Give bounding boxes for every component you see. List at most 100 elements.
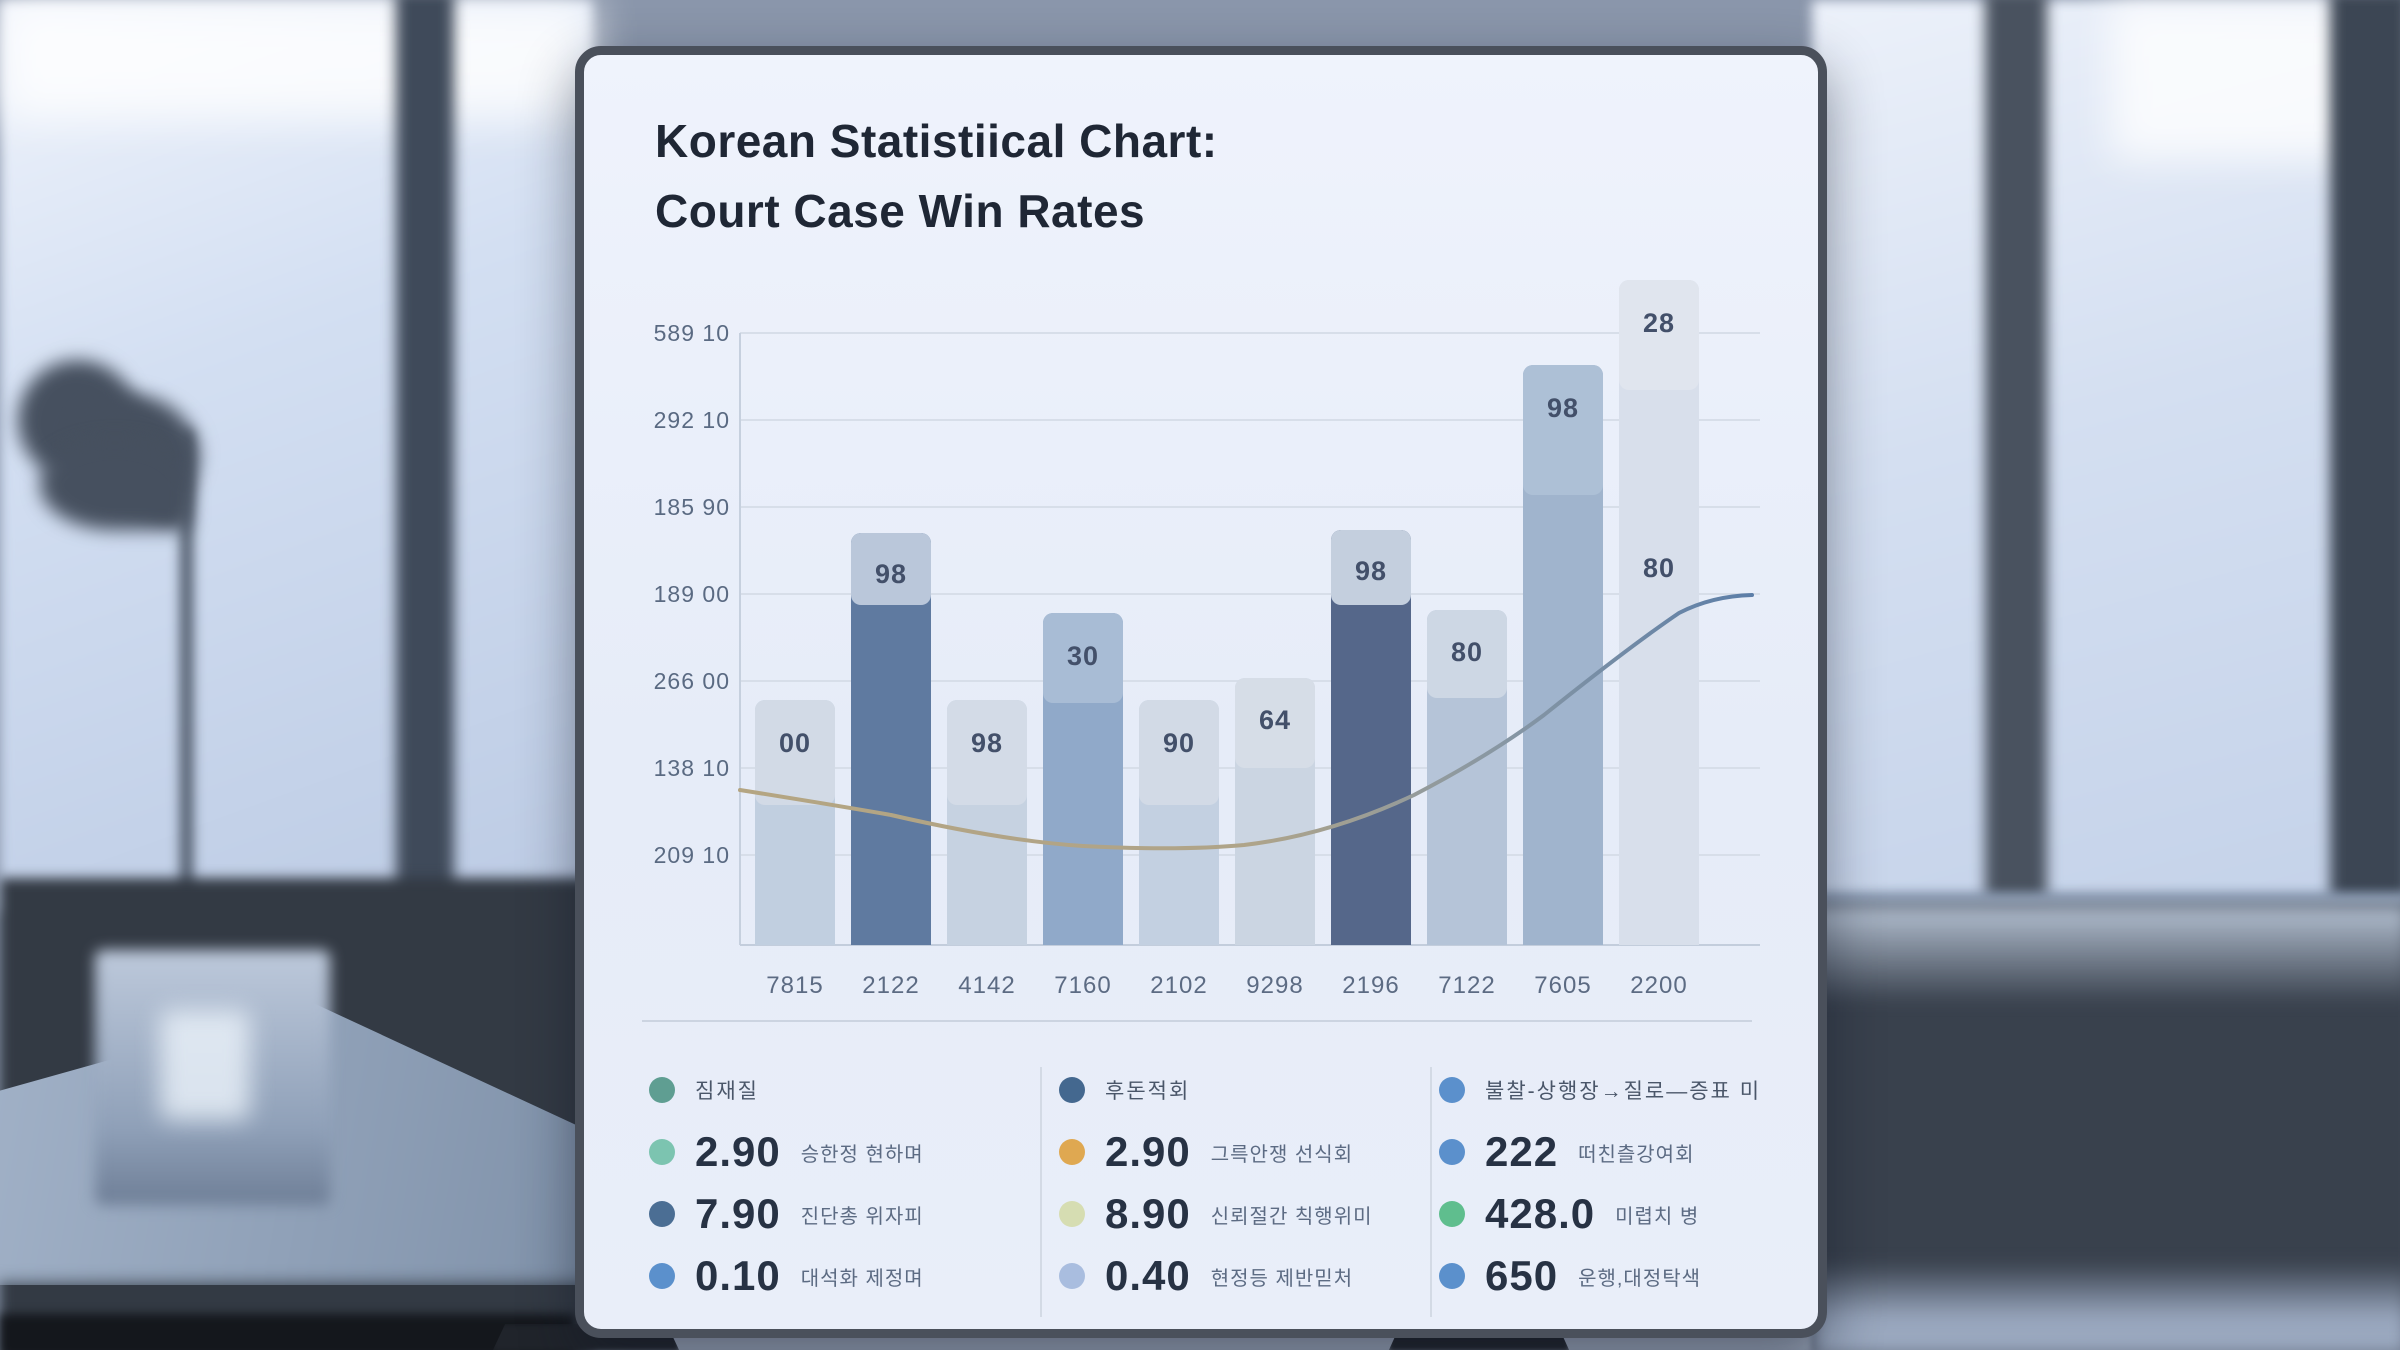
chart-title: Korean Statistiical Chart: Court Case Wi…: [655, 107, 1218, 247]
x-tick-label: 2200: [1630, 972, 1687, 999]
x-tick-label: 4142: [958, 972, 1015, 999]
legend-label: 현정등 제반믿처: [1210, 1267, 1354, 1290]
window-left-glow: [0, 0, 592, 120]
legend-dot-icon: [1439, 1139, 1465, 1165]
legend-value: 8.90: [1105, 1190, 1191, 1237]
legend-label: 그륵안쟁 선식회: [1210, 1143, 1354, 1166]
legend-dot-icon: [649, 1077, 675, 1103]
legend-header-label: 불찰-상행장→질로—증표 미: [1485, 1080, 1762, 1103]
y-tick-label: 138 10: [654, 755, 730, 781]
bar: [755, 700, 835, 945]
bar-value-label: 98: [971, 728, 1003, 758]
bar-value-label: 80: [1451, 637, 1483, 667]
legend-label: 진단총 위자피: [800, 1205, 924, 1228]
desk-right-highlight: [1810, 904, 2400, 1004]
x-tick-label: 7815: [766, 972, 823, 999]
x-axis-labels: 7815 2122 4142 7160 2102 9298 2196 7122 …: [766, 972, 1687, 999]
y-tick-label: 209 10: [654, 842, 730, 868]
bar: [851, 533, 931, 945]
legend-value: 2.90: [695, 1128, 781, 1175]
bar-chart: 589 10 292 10 185 90 189 00 266 00 138 1…: [654, 280, 1760, 999]
legend-header: 후돈적회: [1059, 1066, 1190, 1114]
bar: [1235, 678, 1315, 945]
plant-silhouette: [40, 440, 190, 530]
legend-header: 짐재질: [649, 1066, 759, 1114]
y-tick-label: 189 00: [654, 581, 730, 607]
bar-value-label: 28: [1643, 308, 1675, 338]
legend-value: 0.40: [1105, 1252, 1191, 1299]
legend-item: 0.10 대석화 제정며: [649, 1252, 924, 1300]
chart-title-line2: Court Case Win Rates: [655, 184, 1146, 237]
bar: [1523, 365, 1603, 945]
x-tick-label: 7122: [1438, 972, 1495, 999]
legend-divider: [1430, 1067, 1432, 1317]
legend-value: 7.90: [695, 1190, 781, 1237]
legend-item: 7.90 진단총 위자피: [649, 1190, 924, 1238]
glass-cube-highlight: [160, 1010, 250, 1120]
bar: [1331, 530, 1411, 945]
legend-label: 운행,대정탁색: [1578, 1267, 1702, 1290]
chart-title-line1: Korean Statistiical Chart:: [655, 115, 1218, 167]
legend-dot-icon: [1059, 1139, 1085, 1165]
bar: [1619, 280, 1699, 945]
x-tick-label: 2102: [1150, 972, 1207, 999]
legend-dot-icon: [1059, 1263, 1085, 1289]
chart-board: Korean Statistiical Chart: Court Case Wi…: [575, 46, 1827, 1338]
legend-dot-icon: [1059, 1077, 1085, 1103]
lamp-pole: [180, 430, 193, 900]
x-tick-label: 7160: [1054, 972, 1111, 999]
trend-line: [738, 593, 1754, 851]
bar-value-label: 98: [875, 559, 907, 589]
legend-item: 2.90 승한정 현하며: [649, 1128, 924, 1176]
y-axis-labels: 589 10 292 10 185 90 189 00 266 00 138 1…: [654, 320, 730, 868]
legend-value: 650: [1485, 1252, 1559, 1299]
legend-item: 2.90 그륵안쟁 선식회: [1059, 1128, 1353, 1176]
legend-value: 222: [1485, 1128, 1559, 1175]
legend-dot-icon: [1059, 1201, 1085, 1227]
x-tick-label: 9298: [1246, 972, 1303, 999]
bar-value-label: 30: [1067, 641, 1099, 671]
legend-item: 8.90 신뢰절간 칙행위미: [1059, 1190, 1373, 1238]
legend-value: 2.90: [1105, 1128, 1191, 1175]
bar: [1427, 610, 1507, 945]
bar-value-label: 90: [1163, 728, 1195, 758]
bar: [947, 700, 1027, 945]
legend-dot-icon: [649, 1263, 675, 1289]
x-tick-label: 2122: [862, 972, 919, 999]
legend-dot-icon: [649, 1139, 675, 1165]
bar: [1139, 700, 1219, 945]
legend-header-label: 짐재질: [695, 1080, 759, 1103]
legend-header: 불찰-상행장→질로—증표 미: [1439, 1066, 1761, 1114]
legend-header-label: 후돈적회: [1105, 1080, 1191, 1103]
bar-value-label: 98: [1547, 393, 1579, 423]
legend-item: 650 운행,대정탁색: [1439, 1252, 1701, 1300]
legend-dot-icon: [1439, 1201, 1465, 1227]
legend-item: 428.0 미렵치 병: [1439, 1190, 1699, 1238]
bar-value-label: 64: [1259, 705, 1291, 735]
legend-label: 떠친츨강여회: [1578, 1143, 1695, 1166]
bar-secondary-label: 80: [1643, 553, 1675, 583]
y-tick-label: 185 90: [654, 494, 730, 520]
legend-label: 신뢰절간 칙행위미: [1210, 1205, 1373, 1228]
desk-edge-shadow: [0, 1314, 575, 1350]
bar-value-label: 00: [779, 728, 811, 758]
bar-value-label: 98: [1355, 556, 1387, 586]
legend-dot-icon: [1439, 1077, 1465, 1103]
window-mullion-right: [1985, 0, 2047, 925]
window-mullion-left: [396, 0, 454, 920]
y-tick-label: 292 10: [654, 407, 730, 433]
legend-value: 428.0: [1485, 1190, 1596, 1237]
y-tick-label: 589 10: [654, 320, 730, 346]
legend-divider: [1040, 1067, 1042, 1317]
legend-label: 승한정 현하며: [800, 1143, 924, 1166]
legend-separator: [642, 1020, 1752, 1022]
legend-label: 미렵치 병: [1615, 1205, 1700, 1228]
y-tick-label: 266 00: [654, 668, 730, 694]
legend-item: 222 떠친츨강여회: [1439, 1128, 1694, 1176]
legend-label: 대석화 제정며: [800, 1267, 924, 1290]
x-tick-label: 2196: [1342, 972, 1399, 999]
window-frame-right: [2330, 0, 2400, 925]
legend-dot-icon: [1439, 1263, 1465, 1289]
bar: [1043, 613, 1123, 945]
